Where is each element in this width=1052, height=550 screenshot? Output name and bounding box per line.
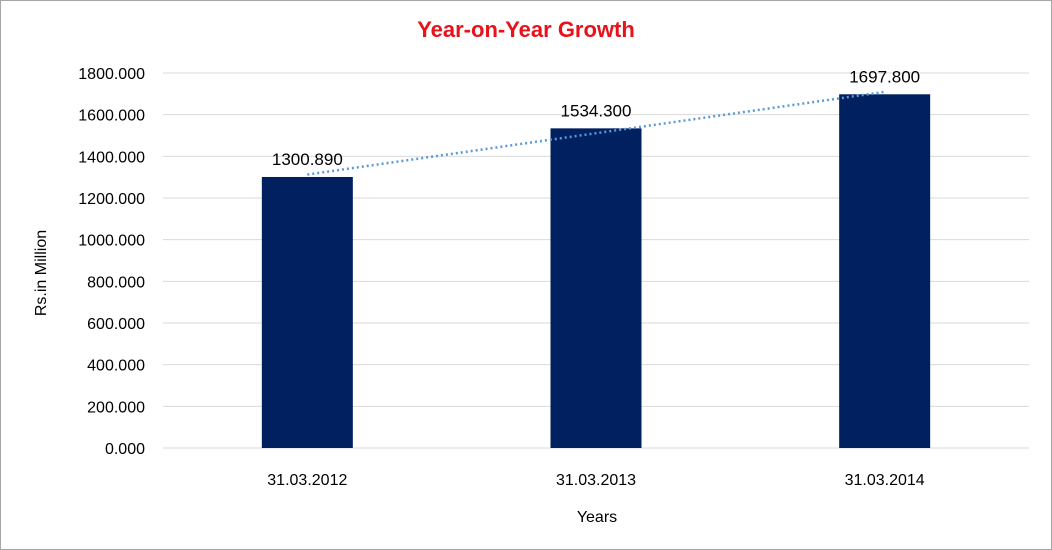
trendline-group bbox=[307, 90, 885, 176]
bars bbox=[261, 94, 931, 449]
y-axis-ticks: 0.000 200.000 400.000 600.000 800.000 1000.00… bbox=[78, 66, 145, 458]
bar bbox=[839, 94, 931, 449]
y-tick-label: 400.000 bbox=[87, 358, 145, 375]
trendline bbox=[307, 90, 885, 176]
x-axis-title: Years bbox=[577, 509, 617, 526]
y-tick-label: 1200.000 bbox=[78, 191, 145, 208]
y-tick-label: 600.000 bbox=[87, 316, 145, 333]
data-label: 1697.800 bbox=[849, 67, 920, 86]
y-tick-label: 1600.000 bbox=[78, 108, 145, 125]
chart-title: Year-on-Year Growth bbox=[417, 17, 635, 42]
y-tick-label: 1400.000 bbox=[78, 149, 145, 166]
bar bbox=[261, 176, 353, 448]
y-tick-label: 800.000 bbox=[87, 274, 145, 291]
y-tick-label: 200.000 bbox=[87, 399, 145, 416]
y-tick-label: 1000.000 bbox=[78, 233, 145, 250]
x-tick-label: 31.03.2013 bbox=[556, 472, 636, 489]
x-tick-label: 31.03.2012 bbox=[267, 472, 347, 489]
data-label: 1534.300 bbox=[561, 101, 632, 120]
x-tick-label: 31.03.2014 bbox=[845, 472, 925, 489]
data-labels: 1300.890 1534.300 1697.800 bbox=[272, 67, 920, 169]
y-tick-label: 1800.000 bbox=[78, 66, 145, 83]
data-label: 1300.890 bbox=[272, 150, 343, 169]
x-axis-ticks: 31.03.2012 31.03.2013 31.03.2014 bbox=[267, 472, 925, 489]
y-tick-label: 0.000 bbox=[105, 441, 145, 458]
bar bbox=[550, 128, 642, 448]
y-axis-title: Rs.in Million bbox=[33, 230, 50, 316]
